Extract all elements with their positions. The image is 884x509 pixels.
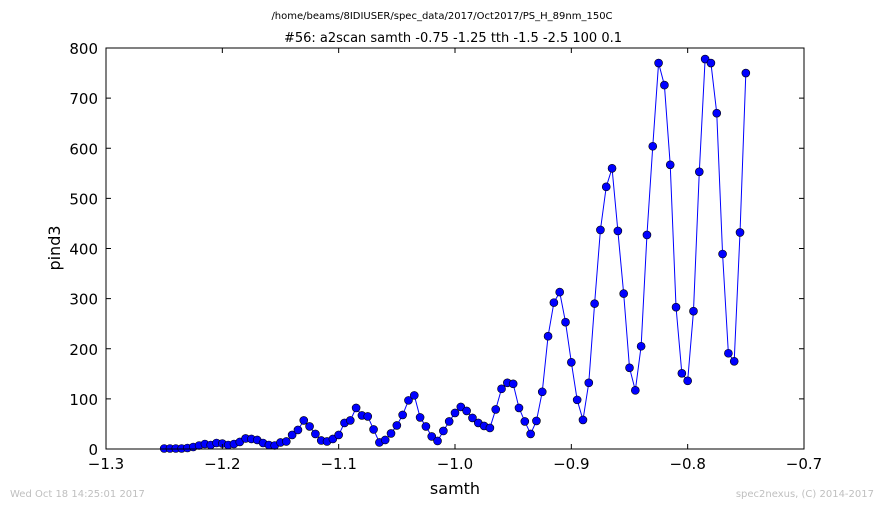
data-point [514, 403, 524, 413]
data-point [584, 378, 594, 388]
plot-frame [105, 47, 805, 450]
data-point [712, 108, 722, 118]
data-point [660, 80, 669, 90]
data-point [555, 287, 565, 297]
y-tick-label: 500 [69, 190, 98, 208]
y-tick-label: 300 [69, 291, 98, 309]
y-tick-label: 100 [69, 391, 98, 409]
data-point [351, 403, 361, 413]
series-line [164, 58, 747, 449]
data-point [537, 387, 547, 397]
data-point [427, 432, 437, 441]
data-point [328, 434, 338, 444]
data-point [532, 416, 541, 426]
data-point [665, 160, 675, 170]
data-point [549, 298, 559, 307]
data-point [689, 306, 698, 316]
data-point [293, 425, 303, 435]
data-point [386, 429, 396, 438]
data-point [700, 54, 710, 64]
data-point [508, 379, 518, 389]
data-point [520, 417, 530, 426]
data-point [654, 58, 663, 68]
data-point [345, 416, 355, 425]
x-tick-label: −0.7 [786, 455, 822, 473]
data-point [334, 430, 343, 440]
data-point [380, 435, 390, 445]
data-point [468, 413, 477, 423]
data-point [305, 422, 314, 431]
data-point [491, 405, 501, 414]
data-point [287, 430, 297, 440]
data-point [444, 417, 454, 426]
y-axis-label: pind3 [45, 225, 64, 270]
data-point [625, 363, 634, 373]
data-point [642, 230, 652, 240]
data-point [369, 425, 378, 434]
data-point [363, 412, 373, 421]
data-point [741, 68, 751, 78]
y-tick-label: 0 [88, 441, 98, 459]
y-tick-label: 200 [69, 341, 98, 359]
chart-suptitle: /home/beams/8IDIUSER/spec_data/2017/Oct2… [271, 11, 612, 22]
data-point [526, 429, 535, 439]
data-point [456, 402, 466, 412]
data-point [648, 141, 658, 151]
y-tick-label: 700 [69, 90, 98, 108]
data-point [439, 426, 448, 436]
data-point [299, 416, 309, 425]
data-point [415, 413, 425, 422]
data-point [631, 386, 640, 395]
data-point [677, 369, 687, 378]
data-point [311, 429, 320, 439]
data-point [683, 376, 692, 386]
data-point [607, 164, 617, 173]
x-axis-label: samth [430, 479, 480, 498]
data-point [619, 289, 628, 298]
data-point [601, 182, 611, 192]
data-point [613, 226, 623, 236]
chart-title: #56: a2scan samth -0.75 -1.25 tth -1.5 -… [284, 31, 622, 46]
x-tick-label: −1.3 [88, 455, 124, 473]
y-tick-label: 600 [69, 140, 98, 158]
data-point [282, 437, 291, 446]
data-point [636, 341, 646, 351]
data-point [462, 406, 471, 416]
data-point [485, 423, 495, 433]
data-point [421, 422, 431, 431]
data-point [718, 249, 727, 259]
data-point [409, 391, 419, 400]
data-point [735, 228, 745, 237]
data-point [578, 415, 588, 425]
footer-timestamp: Wed Oct 18 14:25:01 2017 [10, 489, 145, 500]
data-point [694, 167, 704, 177]
data-point [567, 357, 576, 367]
data-layer [159, 54, 751, 453]
data-point [561, 317, 570, 327]
data-point [450, 408, 460, 418]
data-point [392, 421, 402, 430]
data-point [596, 225, 605, 235]
data-point [543, 331, 553, 341]
axis-ticks: −1.3 −1.2 −1.1 −1.0 −0.9 −0.8 −0.7 0 100 200 300 40… [69, 40, 822, 473]
x-tick-label: −0.9 [553, 455, 589, 473]
x-tick-label: −1.2 [204, 455, 240, 473]
data-point [433, 436, 442, 446]
data-point [404, 396, 413, 405]
x-tick-label: −1.0 [437, 455, 473, 473]
data-point [590, 299, 599, 308]
y-tick-label: 400 [69, 241, 98, 259]
x-tick-label: −1.1 [320, 455, 356, 473]
data-point [398, 410, 407, 420]
data-point [671, 302, 681, 312]
y-tick-label: 800 [69, 40, 98, 58]
data-point [729, 356, 739, 366]
data-point [572, 395, 582, 405]
footer-credit: spec2nexus, (C) 2014-2017 [735, 489, 874, 500]
data-point [497, 384, 506, 394]
data-point [724, 348, 733, 358]
data-point [706, 58, 716, 68]
x-tick-label: −0.8 [669, 455, 705, 473]
